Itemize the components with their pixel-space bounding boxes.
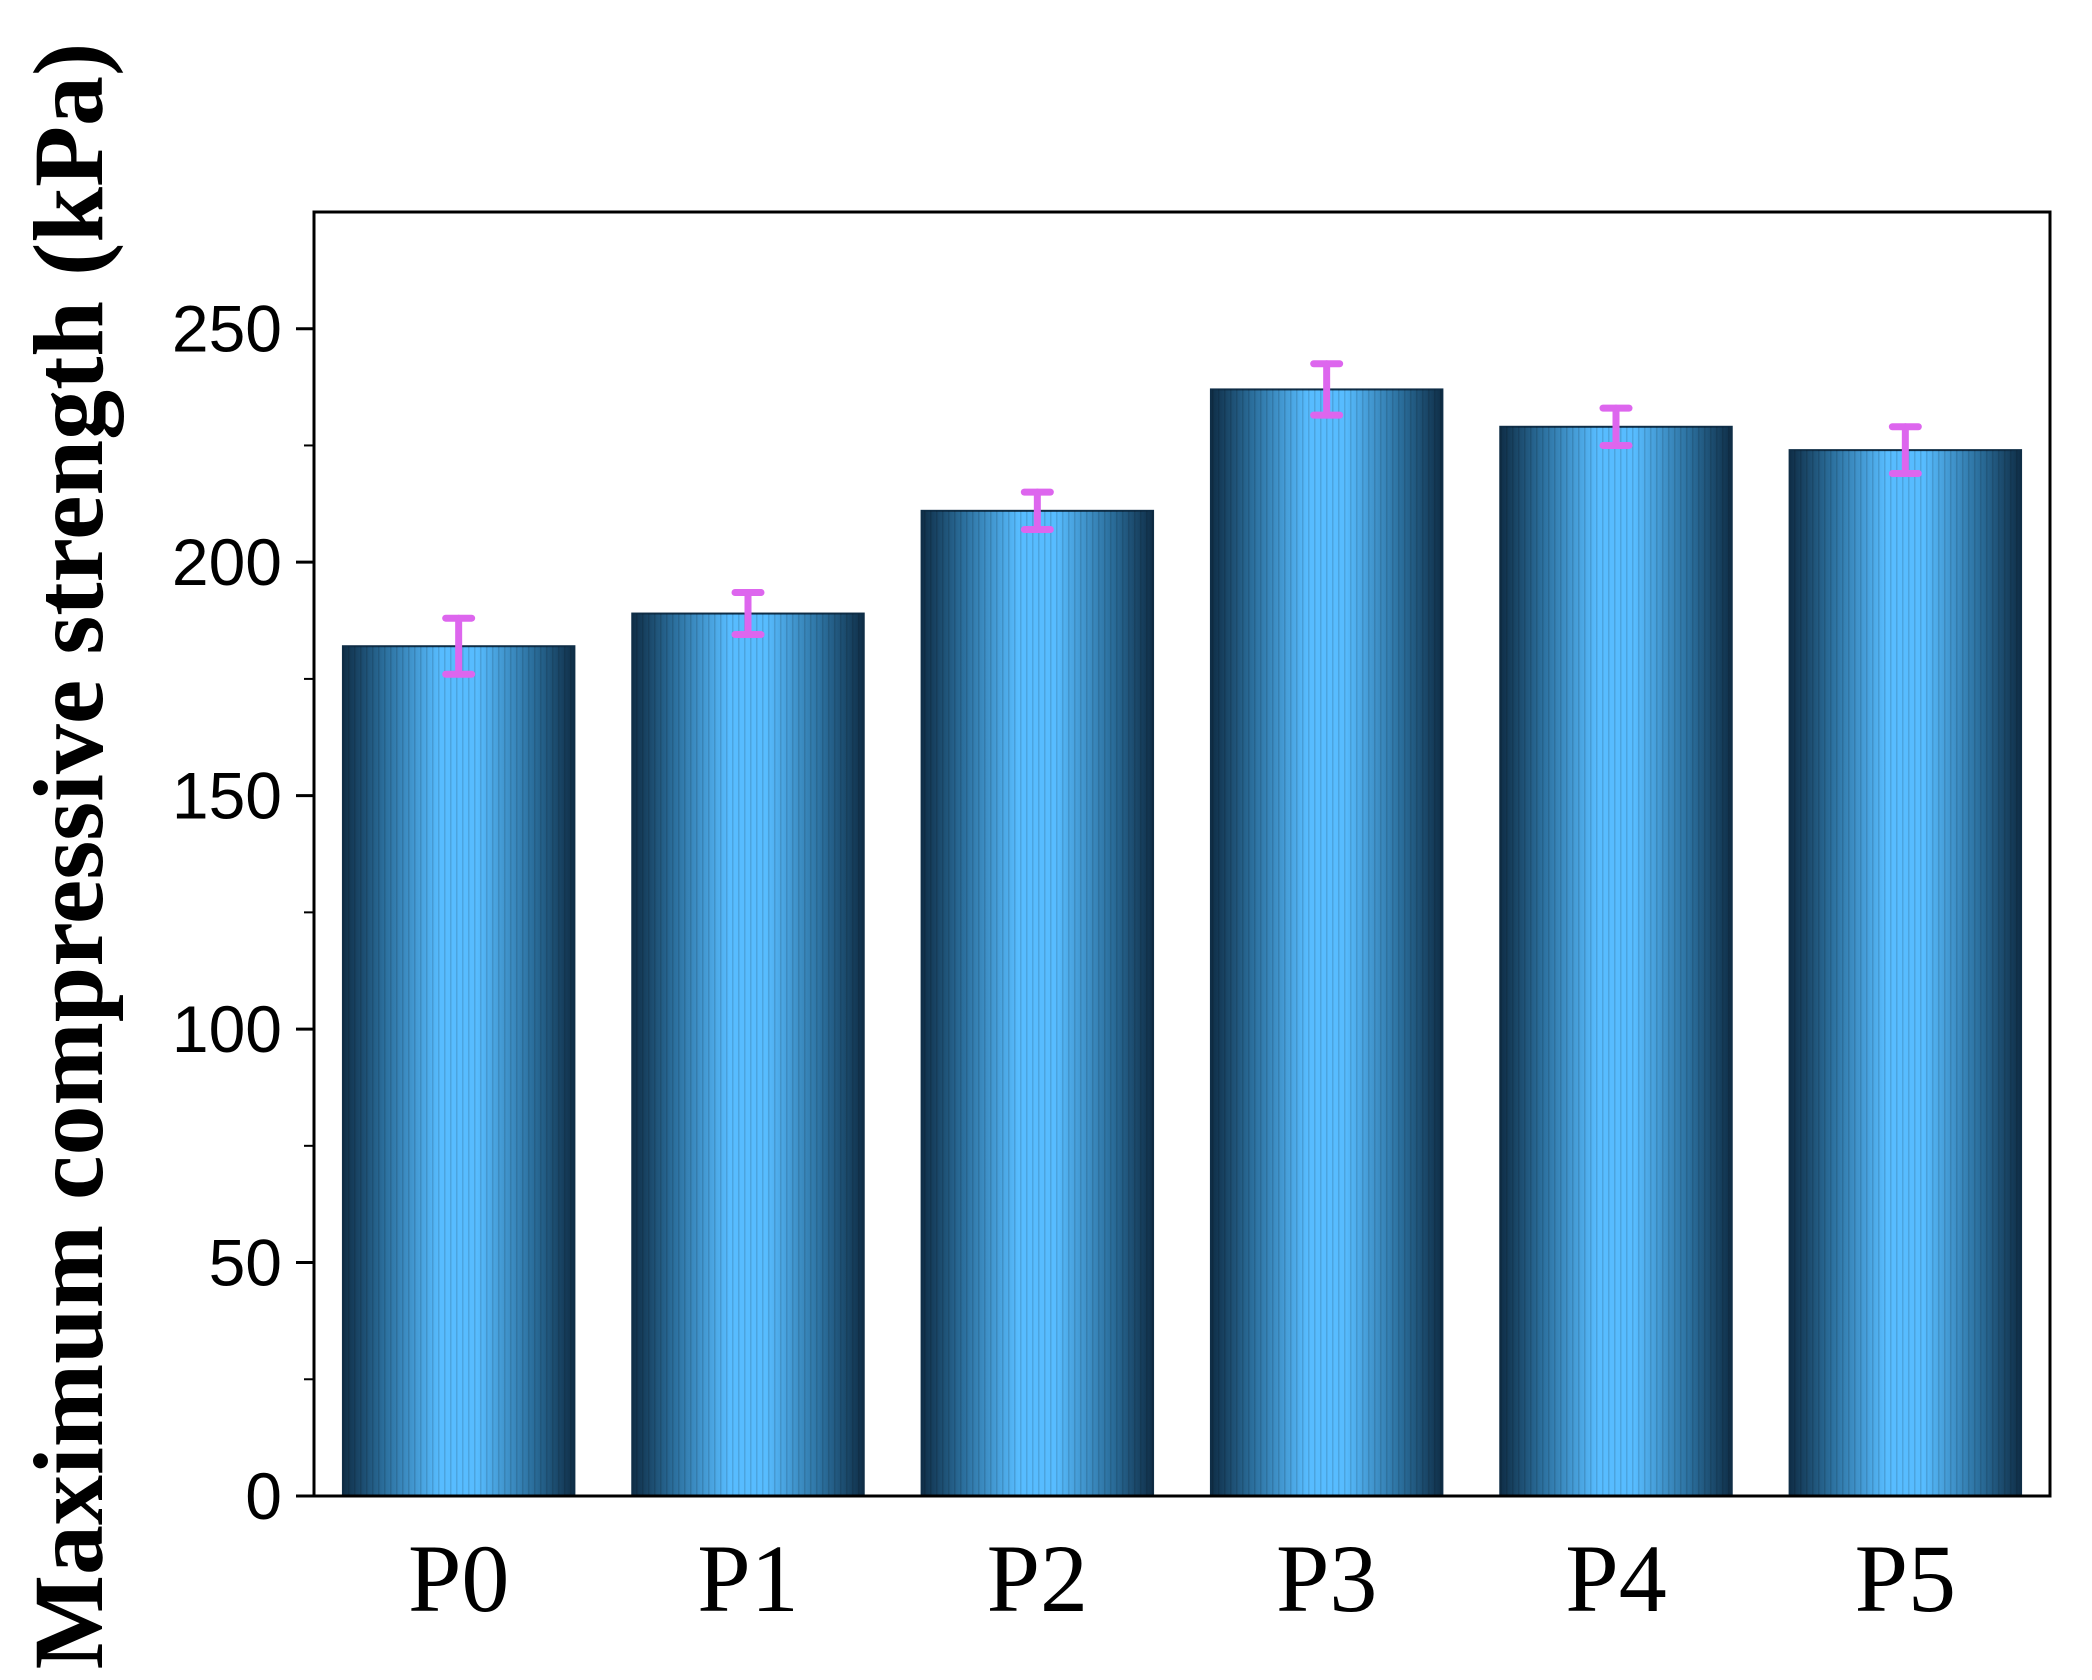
bar-texture xyxy=(1789,450,2022,1496)
error-bar-p4 xyxy=(1599,404,1633,449)
bar-texture xyxy=(342,646,575,1496)
bar-p5 xyxy=(1788,449,2023,1497)
error-bars-layer xyxy=(442,360,1922,678)
x-tick-label-p5: P5 xyxy=(1855,1525,1956,1632)
x-tick-label-p4: P4 xyxy=(1565,1525,1666,1632)
bar-p3 xyxy=(1209,388,1444,1498)
bar-texture xyxy=(1500,426,1732,1496)
y-tick-label-50: 50 xyxy=(209,1226,282,1300)
error-bar-p3 xyxy=(1310,360,1344,419)
y-tick-label-200: 200 xyxy=(172,525,282,599)
bars-layer xyxy=(341,388,2023,1498)
bar-p0 xyxy=(341,645,576,1497)
error-bar-p0 xyxy=(442,614,476,678)
x-tick-label-p3: P3 xyxy=(1276,1525,1377,1632)
bar-p4 xyxy=(1499,425,1733,1497)
bar-p1 xyxy=(631,612,865,1497)
y-tick-label-0: 0 xyxy=(245,1459,282,1533)
x-tick-label-p1: P1 xyxy=(697,1525,798,1632)
error-bar-p1 xyxy=(731,589,765,639)
bar-p2 xyxy=(920,509,1155,1497)
x-tick-label-p0: P0 xyxy=(408,1525,509,1632)
y-tick-label-250: 250 xyxy=(172,292,282,366)
y-axis-ticks: 0 50 100 150 200 250 xyxy=(172,292,314,1533)
x-tick-label-p2: P2 xyxy=(987,1525,1088,1632)
error-bar-p2 xyxy=(1020,488,1054,533)
plot-area-frame xyxy=(312,210,2052,1498)
bar-texture xyxy=(921,510,1154,1497)
y-tick-label-150: 150 xyxy=(172,759,282,833)
y-tick-label-100: 100 xyxy=(172,992,282,1066)
y-axis-label: Maximum compressive strength (kPa) xyxy=(13,43,124,1670)
bar-texture xyxy=(1210,389,1443,1497)
x-axis-ticks: P0 P1 P2 P3 P4 P5 xyxy=(408,1525,1956,1632)
bar-texture xyxy=(632,613,864,1496)
error-bar-p5 xyxy=(1888,423,1922,477)
